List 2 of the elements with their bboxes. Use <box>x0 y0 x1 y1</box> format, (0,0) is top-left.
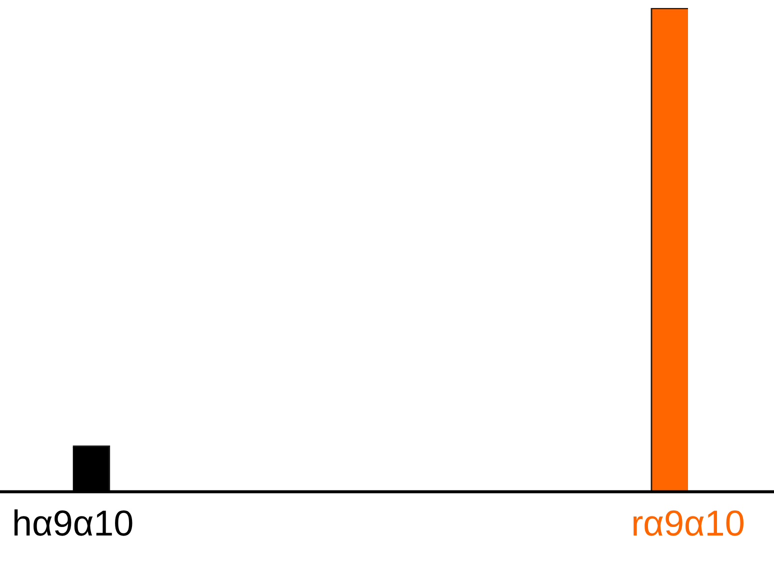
x-tick-label: hα9α10 <box>12 502 134 544</box>
x-tick-label: rα9α10 <box>631 502 745 544</box>
